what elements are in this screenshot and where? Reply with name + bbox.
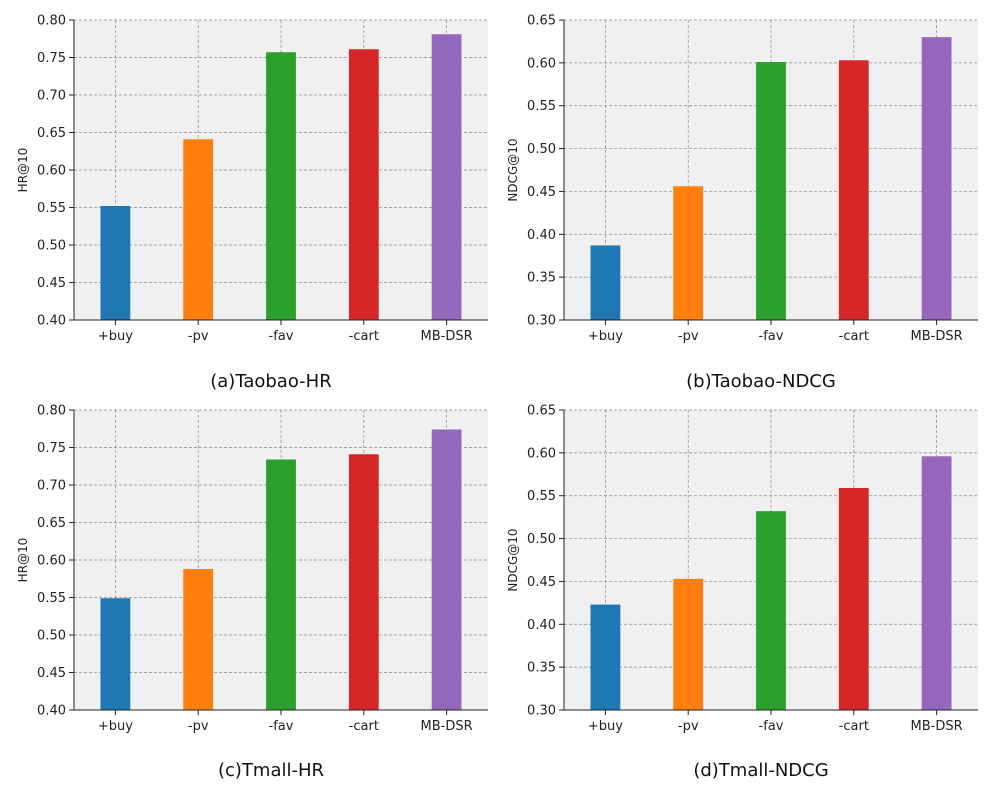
y-tick-label: 0.50 <box>37 629 66 644</box>
y-tick-label: 0.55 <box>527 489 556 504</box>
bar-buy <box>100 206 131 320</box>
y-tick-label: 0.75 <box>37 441 66 456</box>
y-tick-label: 0.60 <box>37 554 66 569</box>
x-tick-label: -pv <box>188 719 209 734</box>
y-tick-label: 0.70 <box>37 479 66 494</box>
bar-pv <box>673 578 704 710</box>
x-tick-label: -fav <box>759 329 784 344</box>
chart-caption: (c)Tmall-HR <box>218 760 324 781</box>
chart-caption: (b)Taobao-NDCG <box>686 371 836 392</box>
bar-fav <box>756 62 786 320</box>
bar-cart <box>838 60 869 321</box>
y-tick-label: 0.80 <box>37 14 66 29</box>
y-tick-label: 0.50 <box>527 532 556 547</box>
bar-cart <box>348 49 379 320</box>
bar-mbdsr <box>921 456 952 710</box>
y-tick-label: 0.75 <box>37 51 66 66</box>
bar-buy <box>590 245 621 320</box>
y-tick-label: 0.50 <box>37 239 66 254</box>
y-tick-label: 0.35 <box>527 271 556 286</box>
bar-mbdsr <box>431 34 462 320</box>
y-tick-label: 0.30 <box>527 314 556 329</box>
x-tick-label: MB-DSR <box>911 719 963 734</box>
x-tick-label: +buy <box>98 719 133 734</box>
chart-panel-taobao-hr: 0.40 0.45 0.50 0.55 0.60 0.65 0.70 0.75 0.80 +buy… <box>16 14 488 392</box>
bar-fav <box>266 459 296 710</box>
bar-pv <box>183 569 214 710</box>
bar-mbdsr <box>431 429 462 710</box>
bar-buy <box>590 604 621 710</box>
y-tick-label: 0.45 <box>527 575 556 590</box>
x-tick-label: +buy <box>98 329 133 344</box>
y-tick-label: 0.40 <box>37 314 66 329</box>
x-tick-label: MB-DSR <box>421 329 473 344</box>
y-tick-label: 0.55 <box>527 99 556 114</box>
y-tick-label: 0.65 <box>37 126 66 141</box>
y-axis-label: HR@10 <box>16 148 30 193</box>
y-axis-label: NDCG@10 <box>506 528 520 591</box>
y-tick-label: 0.40 <box>37 704 66 719</box>
x-tick-label: MB-DSR <box>421 719 473 734</box>
x-tick-label: +buy <box>588 719 623 734</box>
bar-fav <box>266 52 296 320</box>
y-tick-label: 0.65 <box>527 404 556 419</box>
y-tick-label: 0.45 <box>37 666 66 681</box>
x-tick-label: -cart <box>349 329 379 344</box>
y-tick-label: 0.45 <box>37 276 66 291</box>
y-tick-label: 0.50 <box>527 142 556 157</box>
x-tick-label: -cart <box>839 719 869 734</box>
y-tick-label: 0.80 <box>37 404 66 419</box>
y-tick-label: 0.65 <box>37 516 66 531</box>
chart-panel-taobao-ndcg: 0.30 0.35 0.40 0.45 0.50 0.55 0.60 0.65 +buy -pv -… <box>506 14 978 392</box>
x-tick-label: -fav <box>269 329 294 344</box>
bar-pv <box>183 139 214 320</box>
x-tick-label: -fav <box>759 719 784 734</box>
bar-cart <box>838 488 869 710</box>
chart-panel-tmall-ndcg: 0.30 0.35 0.40 0.45 0.50 0.55 0.60 0.65 +buy -pv -… <box>506 404 978 781</box>
chart-panel-tmall-hr: 0.40 0.45 0.50 0.55 0.60 0.65 0.70 0.75 0.80 +buy… <box>16 404 488 781</box>
y-tick-label: 0.45 <box>527 185 556 200</box>
y-axis-label: HR@10 <box>16 538 30 583</box>
x-tick-label: +buy <box>588 329 623 344</box>
y-tick-label: 0.30 <box>527 704 556 719</box>
x-tick-label: MB-DSR <box>911 329 963 344</box>
x-tick-label: -cart <box>349 719 379 734</box>
x-tick-label: -pv <box>678 329 699 344</box>
y-tick-label: 0.35 <box>527 661 556 676</box>
y-tick-label: 0.55 <box>37 201 66 216</box>
chart-caption: (d)Tmall-NDCG <box>693 760 828 781</box>
x-tick-label: -pv <box>188 329 209 344</box>
y-tick-label: 0.40 <box>527 618 556 633</box>
x-tick-label: -fav <box>269 719 294 734</box>
y-tick-label: 0.60 <box>527 56 556 71</box>
bar-pv <box>673 186 704 320</box>
x-tick-label: -cart <box>839 329 869 344</box>
chart-caption: (a)Taobao-HR <box>210 371 331 392</box>
y-tick-label: 0.70 <box>37 89 66 104</box>
y-axis-label: NDCG@10 <box>506 138 520 201</box>
bar-mbdsr <box>921 37 952 321</box>
bar-cart <box>348 454 379 710</box>
bar-buy <box>100 598 131 710</box>
y-tick-label: 0.55 <box>37 591 66 606</box>
y-tick-label: 0.65 <box>527 14 556 29</box>
y-tick-label: 0.60 <box>527 446 556 461</box>
y-tick-label: 0.60 <box>37 164 66 179</box>
y-tick-label: 0.40 <box>527 228 556 243</box>
x-tick-label: -pv <box>678 719 699 734</box>
bar-fav <box>756 511 786 710</box>
